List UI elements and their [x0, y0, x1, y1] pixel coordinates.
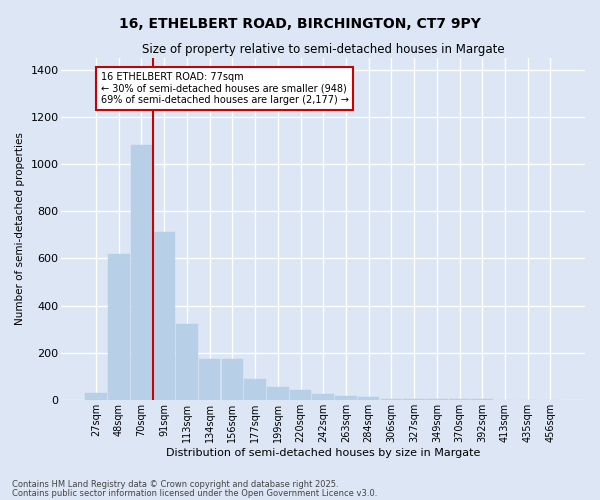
- Bar: [358, 398, 379, 400]
- Bar: [380, 398, 402, 400]
- Bar: [335, 396, 357, 400]
- Text: 16, ETHELBERT ROAD, BIRCHINGTON, CT7 9PY: 16, ETHELBERT ROAD, BIRCHINGTON, CT7 9PY: [119, 18, 481, 32]
- Bar: [449, 399, 470, 400]
- Bar: [108, 254, 130, 400]
- Text: 16 ETHELBERT ROAD: 77sqm
← 30% of semi-detached houses are smaller (948)
69% of : 16 ETHELBERT ROAD: 77sqm ← 30% of semi-d…: [101, 72, 349, 106]
- X-axis label: Distribution of semi-detached houses by size in Margate: Distribution of semi-detached houses by …: [166, 448, 481, 458]
- Bar: [403, 398, 425, 400]
- Bar: [313, 394, 334, 400]
- Bar: [290, 390, 311, 400]
- Bar: [244, 378, 266, 400]
- Title: Size of property relative to semi-detached houses in Margate: Size of property relative to semi-detach…: [142, 42, 505, 56]
- Text: Contains public sector information licensed under the Open Government Licence v3: Contains public sector information licen…: [12, 489, 377, 498]
- Bar: [85, 392, 107, 400]
- Text: Contains HM Land Registry data © Crown copyright and database right 2025.: Contains HM Land Registry data © Crown c…: [12, 480, 338, 489]
- Bar: [426, 399, 448, 400]
- Bar: [176, 324, 198, 400]
- Bar: [154, 232, 175, 400]
- Y-axis label: Number of semi-detached properties: Number of semi-detached properties: [15, 132, 25, 326]
- Bar: [267, 387, 289, 400]
- Bar: [221, 358, 243, 400]
- Bar: [199, 358, 220, 400]
- Bar: [131, 146, 152, 400]
